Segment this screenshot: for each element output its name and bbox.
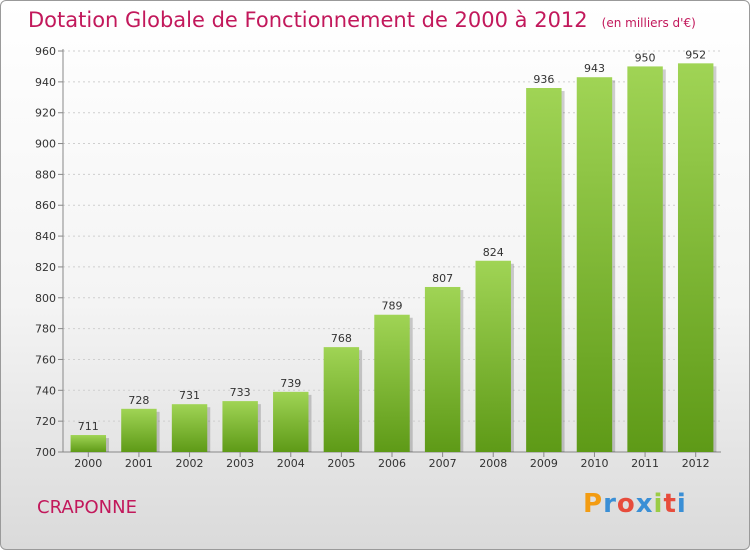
bar-2004	[273, 391, 309, 452]
value-label: 731	[179, 389, 200, 402]
bar-2010	[576, 77, 613, 452]
x-tick-label: 2005	[327, 457, 355, 470]
value-label: 739	[280, 377, 301, 390]
value-label: 768	[331, 332, 352, 345]
y-tick-label: 960	[35, 45, 56, 58]
logo-letter: P	[583, 489, 604, 519]
x-tick-label: 2009	[530, 457, 558, 470]
logo-letter: i	[653, 489, 664, 519]
bar-2003	[222, 401, 258, 452]
value-label: 952	[685, 48, 706, 61]
value-label: 789	[382, 300, 403, 313]
title-text: Dotation Globale de Fonctionnement de 20…	[28, 8, 588, 32]
y-tick-label: 840	[35, 230, 56, 243]
bar-2009	[526, 88, 562, 452]
y-tick-label: 780	[35, 323, 56, 336]
title-unit: (en milliers d'€)	[601, 16, 696, 30]
bars	[70, 63, 717, 452]
x-tick-label: 2000	[74, 457, 102, 470]
x-tick-label: 2012	[682, 457, 710, 470]
x-tick-label: 2002	[176, 457, 204, 470]
value-label: 943	[584, 62, 605, 75]
x-tick-label: 2006	[378, 457, 406, 470]
value-label: 733	[230, 386, 251, 399]
x-tick-label: 2011	[631, 457, 659, 470]
y-tick-label: 800	[35, 292, 56, 305]
y-tick-label: 920	[35, 107, 56, 120]
value-label: 824	[483, 246, 504, 259]
axes: 700 720 740 760 780 800 820 840 860 880 900 920 940 9…	[35, 45, 721, 470]
x-tick-label: 2010	[580, 457, 608, 470]
x-tick-label: 2008	[479, 457, 507, 470]
value-labels: 711 728 731 733 739 768 789 807 824 936 943 950 952	[78, 48, 706, 433]
proxiti-logo: Proxiti	[583, 489, 687, 519]
y-tick-label: 740	[35, 384, 56, 397]
value-label: 936	[533, 73, 554, 86]
bar-2011	[627, 66, 663, 452]
bar-2012	[677, 63, 714, 452]
x-tick-label: 2007	[429, 457, 457, 470]
x-tick-label: 2001	[125, 457, 153, 470]
bar-2008	[475, 260, 511, 452]
logo-letter: o	[616, 489, 636, 519]
value-label: 807	[432, 272, 453, 285]
y-tick-label: 700	[35, 446, 56, 459]
bar-2000	[70, 435, 107, 452]
value-label: 711	[78, 420, 99, 433]
bar-2005	[323, 347, 360, 452]
logo-letter: x	[635, 489, 654, 519]
y-tick-label: 820	[35, 261, 56, 274]
commune-name: CRAPONNE	[37, 497, 137, 518]
bar-2007	[424, 286, 461, 452]
bar-2001	[121, 408, 157, 452]
y-tick-label: 720	[35, 415, 56, 428]
y-tick-label: 760	[35, 353, 56, 366]
y-tick-label: 900	[35, 138, 56, 151]
x-tick-label: 2003	[226, 457, 254, 470]
y-tick-label: 940	[35, 76, 56, 89]
chart-title: Dotation Globale de Fonctionnement de 20…	[28, 8, 696, 32]
logo-letter: r	[603, 489, 617, 519]
logo-letter: i	[676, 489, 687, 519]
value-label: 950	[635, 51, 656, 64]
bar-2006	[374, 314, 410, 452]
bar-2002	[171, 404, 208, 452]
value-label: 728	[128, 394, 149, 407]
x-tick-label: 2004	[277, 457, 305, 470]
logo-letter: t	[663, 489, 677, 519]
y-tick-label: 880	[35, 168, 56, 181]
y-tick-label: 860	[35, 199, 56, 212]
